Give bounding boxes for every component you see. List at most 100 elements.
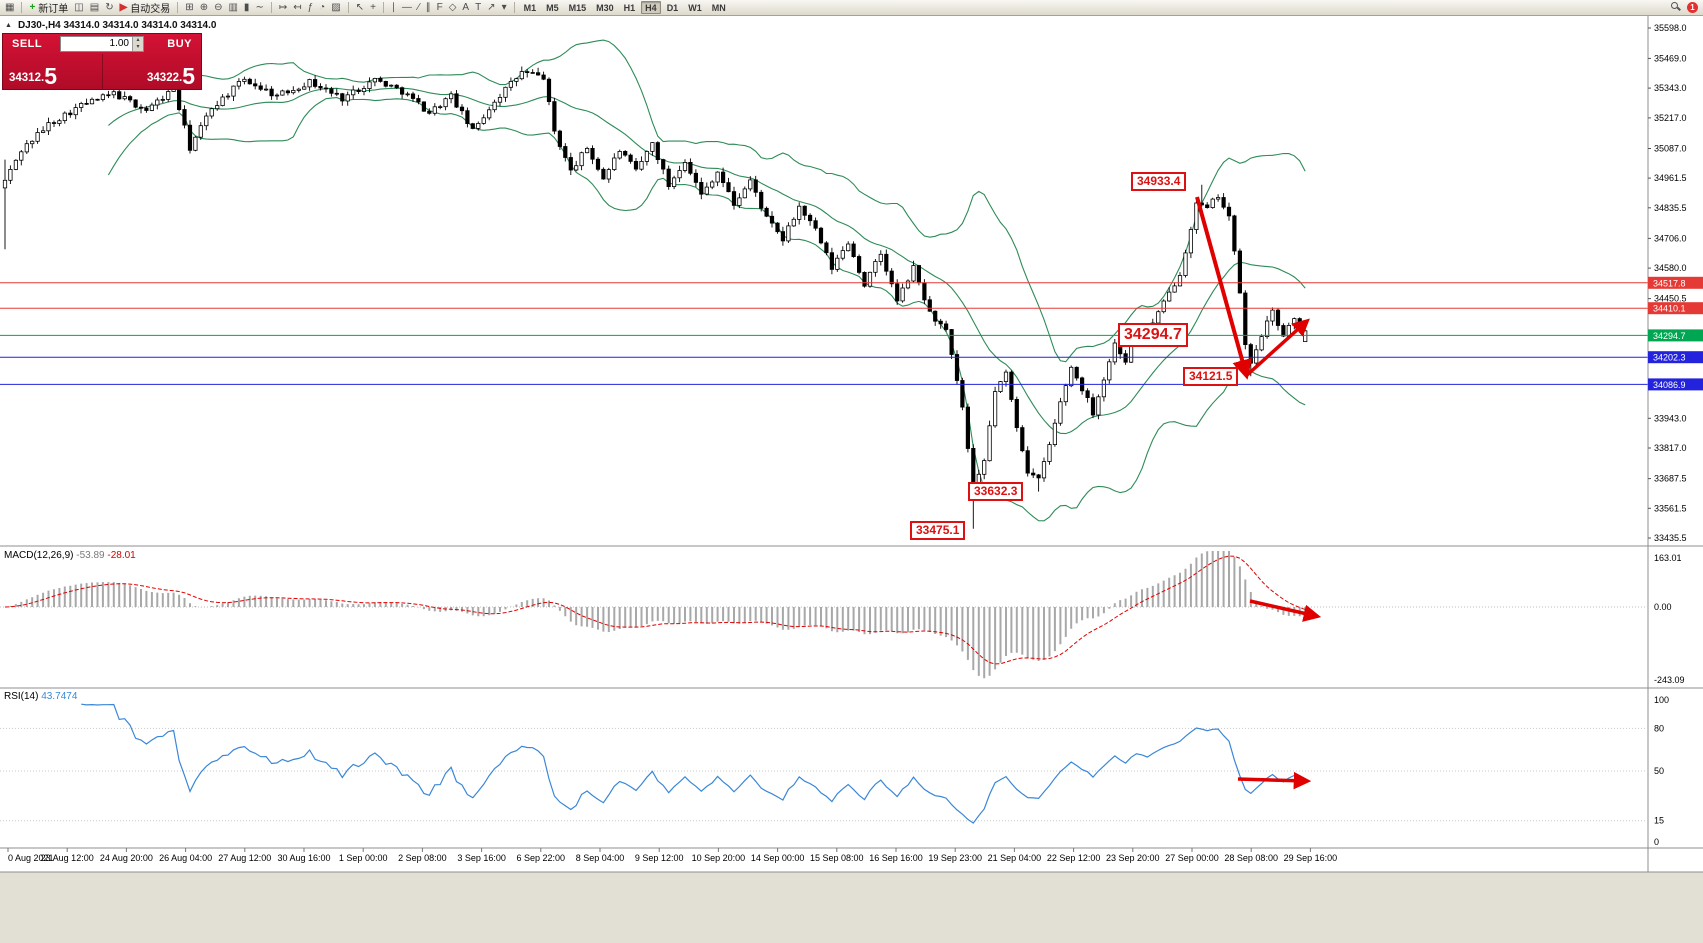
sell-button[interactable]: 34312. 5 — [3, 54, 102, 89]
timeframe-d1[interactable]: D1 — [666, 3, 679, 13]
crosshair-icon: + — [370, 1, 376, 13]
horizontal-line-icon[interactable]: ― — [400, 1, 414, 15]
profiles-icon[interactable]: ▤ — [88, 1, 101, 15]
chart-shift-icon[interactable]: ↤ — [291, 1, 303, 15]
collapse-trade-panel-icon[interactable]: ▲ — [5, 22, 12, 29]
price-annotation[interactable]: 33475.1 — [910, 521, 966, 540]
time-axis-label: 28 Sep 08:00 — [1224, 853, 1278, 863]
volume-up-button[interactable]: ▴ — [133, 37, 143, 44]
notification-badge[interactable]: 1 — [1687, 2, 1698, 13]
new-order-button[interactable]: + 新订单 — [27, 1, 70, 16]
shapes-icon: ◇ — [448, 1, 457, 13]
volume-down-button[interactable]: ▾ — [133, 44, 143, 51]
timeframe-m15[interactable]: M15 — [568, 3, 587, 13]
text-icon[interactable]: A — [460, 1, 471, 15]
templates-icon[interactable]: ▨ — [329, 1, 342, 15]
time-axis-label: 22 Sep 12:00 — [1047, 853, 1101, 863]
autotrading-button[interactable]: ▶ 自动交易 — [118, 1, 173, 16]
time-axis-label: 23 Sep 20:00 — [1106, 853, 1160, 863]
fibonacci-icon[interactable]: F — [435, 1, 445, 15]
macd-indicator-label: MACD(12,26,9) -53.89 -28.01 — [4, 550, 136, 561]
templates-icon: ▨ — [331, 1, 341, 13]
time-axis-label: 14 Sep 00:00 — [751, 853, 805, 863]
price-tag — [1648, 351, 1703, 364]
macd-panel[interactable] — [0, 546, 1703, 688]
sell-price-fraction: 5 — [44, 63, 57, 89]
cursor-icon[interactable]: ↖ — [354, 1, 366, 15]
timeframe-m5[interactable]: M5 — [546, 3, 559, 13]
trend-arrow[interactable] — [1244, 318, 1310, 378]
channel-icon: ∥ — [425, 1, 431, 13]
chart-shift-icon: ↤ — [293, 1, 302, 13]
price-axis-tick: 33561.5 — [1654, 503, 1687, 513]
price-annotation[interactable]: 34933.4 — [1131, 172, 1187, 191]
rsi-axis-tick: 15 — [1654, 816, 1664, 826]
tile-windows-icon[interactable]: ⊞ — [183, 1, 195, 15]
trade-panel-price-row: 34312. 5 34322. 5 — [3, 54, 201, 89]
price-annotation[interactable]: 34121.5 — [1183, 367, 1239, 386]
time-axis[interactable] — [0, 848, 1703, 872]
timeframe-h1[interactable]: H1 — [623, 3, 636, 13]
price-annotation[interactable]: 33632.3 — [968, 482, 1024, 501]
zoom-out-icon[interactable]: ⊖ — [212, 1, 224, 15]
timeframe-w1[interactable]: W1 — [688, 3, 702, 13]
chart-window-icon[interactable]: ▦ — [3, 1, 16, 15]
chart-list-icon: ◫ — [74, 1, 84, 13]
time-axis-label: 26 Aug 04:00 — [159, 853, 212, 863]
sell-price: 34312. — [9, 72, 45, 84]
refresh-icon[interactable]: ↻ — [103, 1, 115, 15]
time-axis-label: 15 Sep 08:00 — [810, 853, 864, 863]
macd-histogram — [9, 551, 1307, 679]
trend-arrow[interactable] — [1195, 196, 1252, 380]
arrows-dropdown-icon: ▾ — [501, 1, 507, 13]
trendline-icon[interactable]: ∕ — [416, 1, 422, 15]
rsi-indicator-label: RSI(14) 43.7474 — [4, 691, 77, 702]
line-chart-icon[interactable]: ∼ — [253, 1, 265, 15]
price-axis-tick: 33817.0 — [1654, 443, 1687, 453]
price-annotation[interactable]: 34294.7 — [1118, 323, 1188, 347]
chart-list-icon[interactable]: ◫ — [72, 1, 85, 15]
macd-signal-value: -28.01 — [107, 550, 136, 561]
buy-button[interactable]: 34322. 5 — [102, 54, 201, 89]
auto-scroll-icon[interactable]: ↦ — [277, 1, 289, 15]
text-label-icon: T — [475, 1, 482, 13]
rsi-axis-tick: 50 — [1654, 766, 1664, 776]
arrows-tool-icon[interactable]: ↗ — [485, 1, 497, 15]
trend-arrow[interactable] — [1237, 771, 1312, 790]
volume-input[interactable]: 1.00 ▴ ▾ — [60, 36, 144, 52]
text-label-icon[interactable]: T — [473, 1, 483, 15]
timeframe-mn[interactable]: MN — [711, 3, 726, 13]
price-axis-tick: 34580.0 — [1654, 263, 1687, 273]
time-axis-label: 10 Sep 20:00 — [692, 853, 746, 863]
search-icon[interactable] — [1671, 2, 1682, 13]
price-axis-tick: 35469.0 — [1654, 53, 1687, 63]
macd-signal-line — [4, 555, 1306, 665]
bar-chart-icon[interactable]: ▥ — [226, 1, 239, 15]
timeframe-m1[interactable]: M1 — [523, 3, 537, 13]
trend-arrow[interactable] — [1249, 599, 1322, 622]
timeframe-h4[interactable]: H4 — [641, 1, 661, 14]
rsi-axis-tick: 100 — [1654, 695, 1669, 705]
rsi-panel[interactable] — [0, 688, 1703, 848]
channel-icon[interactable]: ∥ — [424, 1, 433, 15]
indicators-icon[interactable]: ƒ — [306, 1, 316, 15]
price-tag-label: 34202.3 — [1653, 353, 1686, 363]
price-tag-label: 34086.9 — [1653, 380, 1686, 390]
rsi-title: RSI(14) — [4, 691, 39, 702]
timeframe-m30[interactable]: M30 — [596, 3, 614, 13]
line-chart-icon: ∼ — [255, 1, 264, 13]
toolbar-right: 1 — [1671, 2, 1700, 13]
rsi-axis-tick: 80 — [1654, 723, 1664, 733]
zoom-in-icon[interactable]: ⊕ — [198, 1, 210, 15]
shapes-icon[interactable]: ◇ — [447, 1, 459, 15]
main-chart-panel[interactable] — [0, 16, 1703, 546]
periods-icon[interactable]: ◔ — [317, 1, 327, 15]
chart-ohlc-title: DJ30-,H4 34314.0 34314.0 34314.0 34314.0 — [17, 20, 217, 31]
arrows-dropdown-icon[interactable]: ▾ — [500, 1, 509, 15]
crosshair-icon[interactable]: + — [368, 1, 378, 15]
candlestick-icon[interactable]: ▮ — [242, 1, 252, 15]
vertical-line-icon[interactable]: ∣ — [389, 1, 398, 15]
bear-candles — [51, 71, 1302, 490]
